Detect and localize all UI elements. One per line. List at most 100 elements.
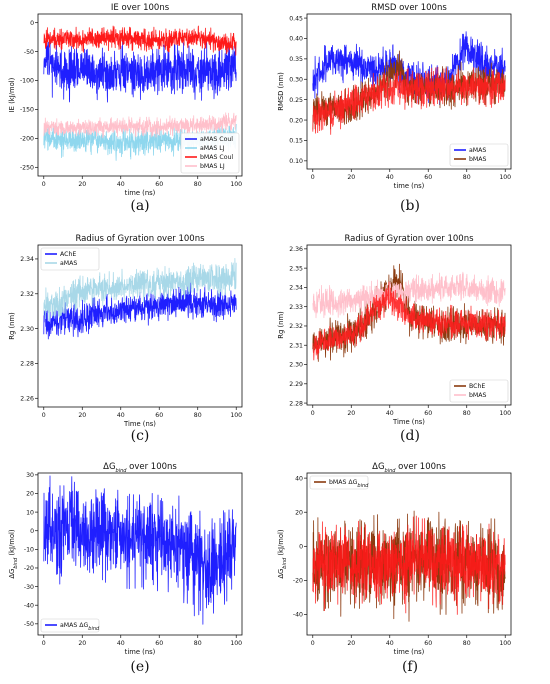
legend-label: aMAS Coul [200,136,233,143]
plot-frame [37,472,243,636]
y-tick-label: -100 [20,78,34,85]
series-line-amas [43,258,237,322]
chart-panel-c: Radius of Gyration over 100ns 0 20 40 60 80 10… [8,234,243,444]
y-tick-label: -250 [20,165,34,172]
x-tick-label: 80 [194,640,202,647]
legend-label-sub: bind [357,483,369,489]
chart-title-main: ΔG [103,462,115,472]
x-tick-label: 0 [42,640,46,647]
x-tick-label: 40 [117,181,125,188]
y-axis-label: IE (kJ/mol) [8,77,16,112]
y-tick-label: 0.45 [289,15,303,22]
legend-label: aMAS [60,260,77,267]
chart-panel-a: IE over 100ns 0 20 40 60 80 100 0 -50 -100 -150 -20… [8,3,243,214]
legend-label: AChE [60,251,76,258]
x-axis-label: time (ns) [394,182,425,190]
x-axis-label: Time (ns) [392,418,425,426]
y-tick-label: 2.30 [289,362,303,369]
chart-panel-b: RMSD over 100ns 0 20 40 60 80 100 0.10 0.15 0.20 0… [277,3,512,214]
chart-title: RMSD over 100ns [371,3,447,13]
y-axis-label: RMSD (nm) [277,72,285,111]
y-tick-label: 0.25 [289,97,303,104]
x-tick-label: 20 [347,410,355,417]
y-tick-label: 0 [30,20,34,27]
legend-label: bMAS LJ [200,163,225,170]
x-tick-label: 100 [230,640,242,647]
x-axis-label: time (ns) [394,648,425,656]
y-tick-label: -10 [24,547,34,554]
x-axis-label: time (ns) [125,648,156,656]
x-tick-label: 20 [347,640,355,647]
y-tick-label: 2.31 [289,342,303,349]
y-tick-label: 0.30 [289,76,303,83]
y-tick-label: 40 [295,475,303,482]
x-tick-label: 40 [117,640,125,647]
y-tick-label: -40 [24,602,34,609]
x-tick-label: 60 [155,640,163,647]
y-tick-label: 10 [26,509,34,516]
plot-frame [37,244,243,408]
y-tick-label: 30 [26,472,34,479]
y-tick-label: 2.36 [289,246,303,253]
legend-label-main: bMAS ΔG [329,479,358,486]
series-group [43,258,237,340]
y-tick-label: -20 [293,578,303,585]
y-tick-label: 0.40 [289,36,303,43]
panel-caption: (c) [131,428,150,444]
legend: AChE aMAS [40,247,100,271]
chart-title: IE over 100ns [111,3,170,13]
plot-frame [306,13,512,170]
x-tick-label: 100 [499,640,511,647]
y-axis-label: Rg (nm) [277,311,285,339]
y-tick-label: 2.34 [289,285,303,292]
series-line-bmas-g [312,510,506,622]
x-axis-label: Time (ns) [123,420,156,428]
legend-label: BChE [469,383,485,390]
y-tick-label: -40 [293,612,303,619]
x-tick-label: 80 [463,174,471,181]
y-tick-label: 20 [26,491,34,498]
y-tick-label: 2.32 [289,323,303,330]
y-tick-label: -20 [24,565,34,572]
y-tick-label: -150 [20,107,34,114]
y-axis-label-sub: bind [13,557,19,569]
series-line-bche [312,263,506,362]
legend-label: aMAS LJ [200,145,225,152]
series-line-bmas [312,271,506,319]
x-tick-label: 40 [386,640,394,647]
y-tick-label: 2.28 [289,400,303,407]
y-tick-label: -50 [24,621,34,628]
y-tick-label: 0.20 [289,117,303,124]
overlay-line [312,515,506,615]
y-axis-label-rest: (kJ/mol) [8,529,16,558]
overlay-line [312,66,506,135]
chart-title-rest: over 100ns [126,462,177,472]
legend-label: aMAS ΔGbind [60,622,100,632]
y-tick-label: 2.29 [289,381,303,388]
y-tick-label: 2.32 [20,291,34,298]
plot-frame [306,244,512,406]
y-tick-label: 0 [30,528,34,535]
y-axis-label-main: ΔG [277,569,285,579]
legend-label: bMAS [469,392,486,399]
chart-title: ΔGbind over 100ns [103,462,177,474]
x-tick-label: 0 [311,174,315,181]
legend: bMAS ΔGbind [309,475,369,490]
x-tick-label: 40 [117,412,125,419]
y-axis-label: ΔGbind (kJ/mol) [8,529,19,579]
y-tick-label: -30 [24,584,34,591]
x-tick-label: 40 [386,410,394,417]
x-tick-label: 20 [78,412,86,419]
series-line-bmas-coul [43,25,237,56]
legend-box [309,475,369,490]
y-axis-label-rest: (kJ/mol) [277,529,285,558]
x-tick-label: 80 [194,412,202,419]
x-tick-label: 100 [499,174,511,181]
x-tick-label: 100 [230,412,242,419]
x-tick-label: 0 [311,410,315,417]
panel-caption: (b) [400,198,420,214]
x-tick-label: 60 [424,410,432,417]
legend-box [180,132,240,174]
legend: BChE bMAS [449,379,509,403]
